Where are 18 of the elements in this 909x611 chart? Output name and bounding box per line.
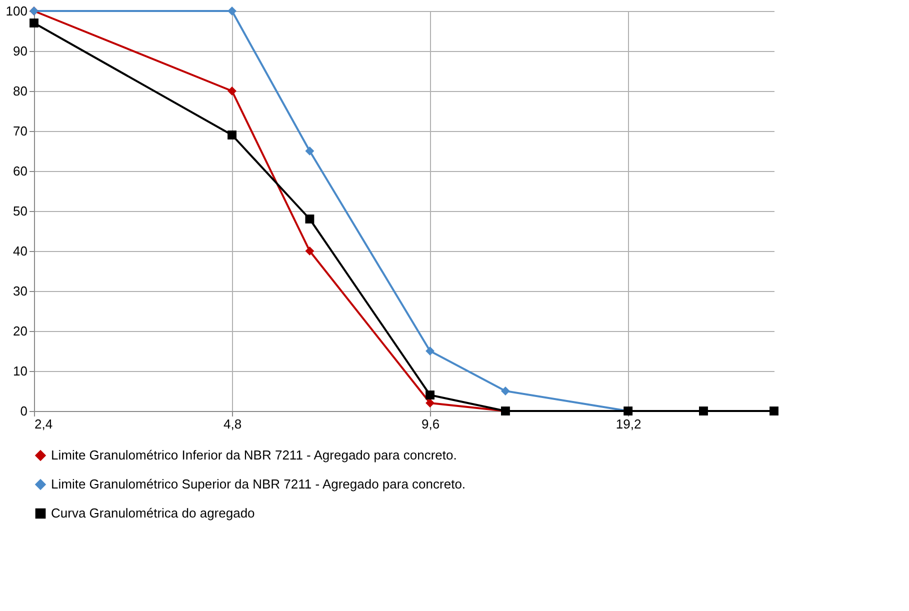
y-tick-label: 30 — [13, 284, 28, 298]
y-tick-label: 0 — [20, 404, 28, 418]
y-tick-label: 10 — [13, 364, 28, 378]
x-tick-label: 9,6 — [422, 416, 440, 432]
legend-label: Limite Granulométrico Superior da NBR 7211 - Agregado para concreto. — [51, 476, 466, 492]
x-tick-label: 4,8 — [223, 416, 242, 432]
legend-label: Curva Granulométrica do agregado — [51, 506, 255, 520]
y-tick-label: 60 — [13, 164, 28, 178]
y-tick-label: 20 — [13, 324, 28, 338]
y-tick-label: 70 — [13, 124, 28, 138]
x-tick-label: 2,4 — [34, 416, 53, 432]
legend-label: Limite Granulométrico Inferior da NBR 7211 - Agregado para concreto. — [51, 448, 457, 462]
y-tick-label: 90 — [13, 44, 28, 58]
y-tick-label: 100 — [6, 4, 28, 18]
y-tick-label: 50 — [13, 204, 28, 218]
y-tick-label: 80 — [13, 84, 28, 98]
y-tick-label: 40 — [13, 244, 28, 258]
x-tick-label: 19,2 — [616, 416, 642, 432]
